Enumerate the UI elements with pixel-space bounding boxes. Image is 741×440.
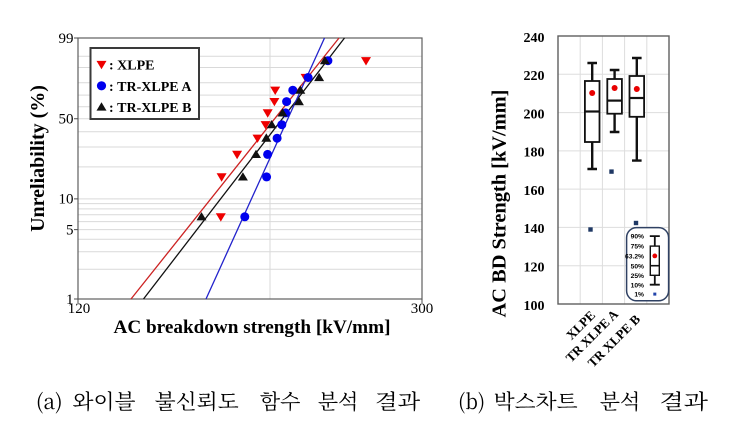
svg-text:: TR-XLPE A: : TR-XLPE A (109, 80, 192, 95)
svg-text:5: 5 (66, 222, 74, 238)
svg-text:63.2%: 63.2% (625, 254, 644, 261)
svg-text:180: 180 (524, 146, 545, 161)
svg-text:1%: 1% (634, 292, 644, 299)
svg-text:100: 100 (524, 299, 545, 314)
svg-text:120: 120 (68, 301, 91, 317)
svg-text:90%: 90% (631, 234, 644, 241)
svg-text:: XLPE: : XLPE (109, 59, 155, 74)
svg-text:25%: 25% (631, 273, 644, 280)
svg-text:240: 240 (524, 31, 545, 46)
svg-text:50%: 50% (631, 263, 644, 270)
svg-text:AC BD Strength [kV/mm]: AC BD Strength [kV/mm] (489, 90, 511, 318)
svg-text:: TR-XLPE B: : TR-XLPE B (109, 101, 191, 116)
svg-text:220: 220 (524, 69, 545, 84)
svg-text:AC breakdown strength [kV/mm]: AC breakdown strength [kV/mm] (114, 317, 391, 338)
svg-text:200: 200 (524, 107, 545, 122)
svg-text:10: 10 (59, 192, 74, 208)
svg-text:1: 1 (66, 292, 74, 308)
svg-text:75%: 75% (631, 244, 644, 251)
svg-text:300: 300 (411, 301, 434, 317)
svg-text:160: 160 (524, 184, 545, 199)
svg-text:120: 120 (524, 261, 545, 276)
svg-text:99: 99 (59, 31, 74, 47)
svg-text:140: 140 (524, 222, 545, 237)
svg-text:10%: 10% (631, 282, 644, 289)
svg-text:Unreliability (%): Unreliability (%) (27, 85, 49, 232)
svg-text:50: 50 (59, 112, 74, 128)
